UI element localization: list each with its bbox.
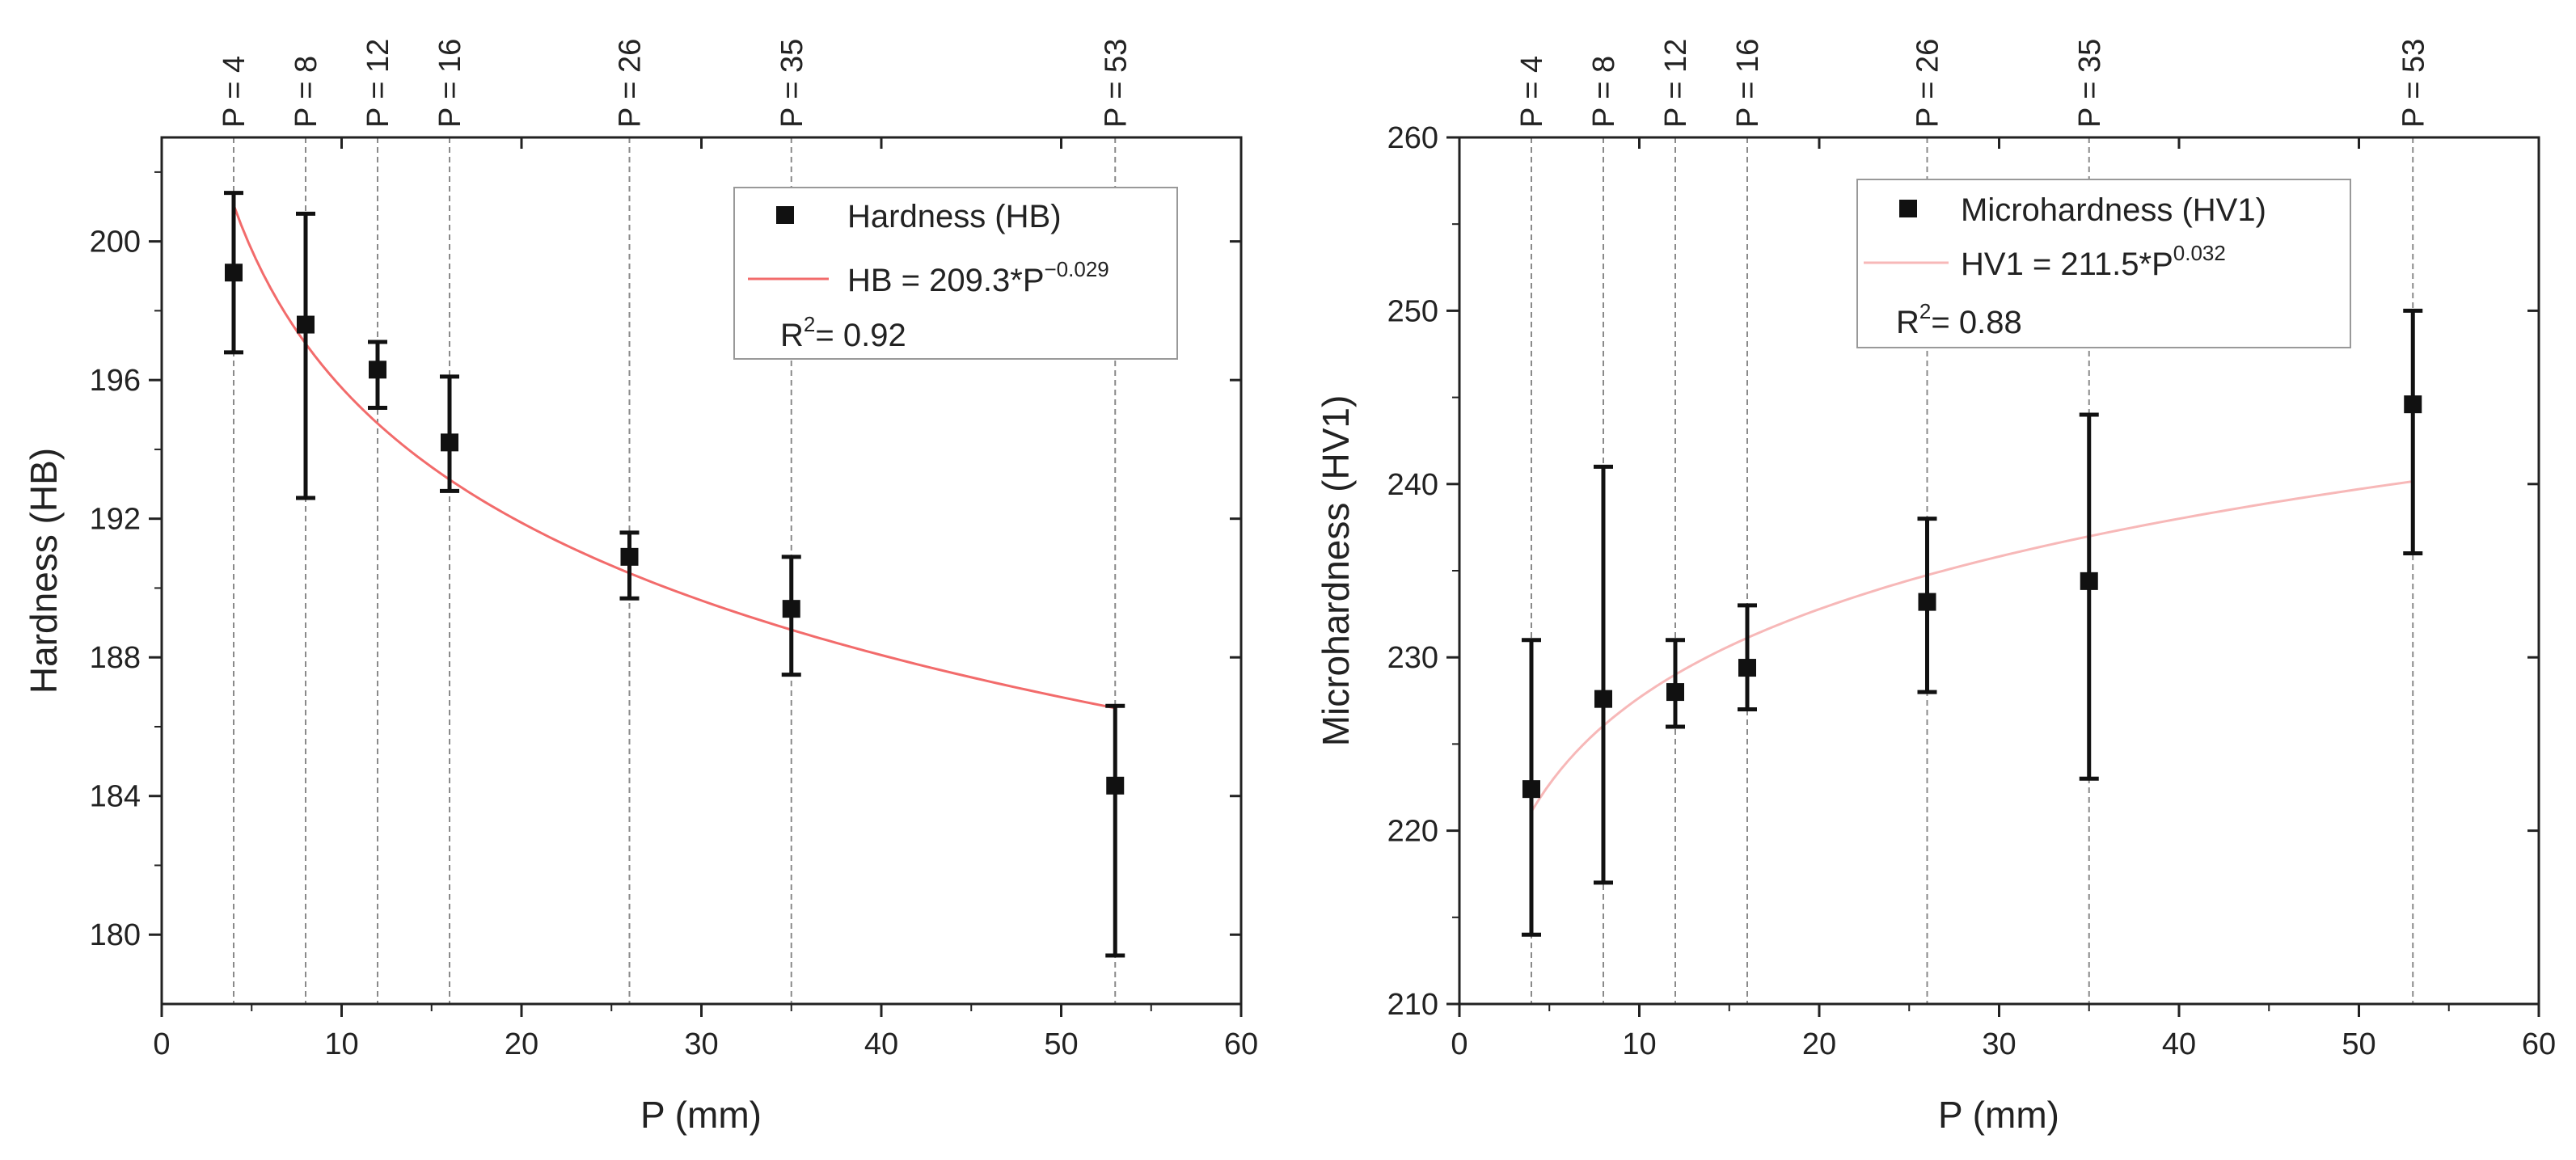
legend-r-squared: R2= 0.88 [1896, 299, 2022, 340]
reference-line-label: P = 8 [289, 56, 323, 128]
x-tick-label: 20 [505, 1027, 538, 1061]
x-tick-label: 60 [2522, 1027, 2556, 1061]
y-axis-title: Microhardness (HV1) [1315, 395, 1357, 747]
legend: Hardness (HB) HB = 209.3*P−0.029 R2= 0.9… [733, 187, 1178, 360]
reference-line-label: P = 35 [775, 39, 809, 128]
reference-lines: P = 4 P = 8 P = 12 P = 16 P = 26 P = 35 P = 53 [217, 39, 1133, 1004]
y-tick-label: 210 [1387, 988, 1438, 1022]
data-point [1918, 593, 1936, 611]
y-tick-label: 230 [1387, 641, 1438, 675]
legend: Microhardness (HV1) HV1 = 211.5*P0.032 R… [1856, 179, 2351, 348]
chart-left-hardness: P = 4 P = 8 P = 12 P = 16 P = 26 P = 35 P = 53… [23, 39, 1258, 1136]
x-tick-label: 40 [864, 1027, 898, 1061]
data-point [620, 547, 639, 566]
reference-line-label: P = 35 [2073, 39, 2107, 128]
x-tick-label: 10 [1622, 1027, 1656, 1061]
reference-line-label: P = 26 [614, 39, 648, 128]
y-tick-label: 196 [90, 364, 141, 398]
data-point [1594, 690, 1612, 708]
x-tick-label: 0 [153, 1027, 170, 1061]
x-tick-label: 0 [1451, 1027, 1467, 1061]
axis-ticks: 0 10 20 30 40 50 60 210 220 230 240 250 260 [1387, 121, 2557, 1061]
y-axis-title: Hardness (HB) [23, 448, 65, 694]
data-point [2404, 395, 2422, 414]
reference-lines: P = 4 P = 8 P = 12 P = 16 P = 26 P = 35 P = 53 [1515, 39, 2430, 1004]
y-tick-label: 188 [90, 641, 141, 675]
y-tick-label: 192 [90, 503, 141, 537]
legend-r-squared: R2= 0.92 [780, 312, 906, 353]
reference-line-label: P = 12 [1659, 39, 1693, 128]
data-point [1738, 659, 1756, 677]
data-point [782, 600, 800, 618]
y-tick-label: 200 [90, 226, 141, 259]
data-point [225, 264, 243, 282]
legend-series-label: Microhardness (HV1) [1961, 192, 2266, 228]
x-axis-title: P (mm) [640, 1094, 762, 1136]
legend-marker [1899, 200, 1917, 217]
chart-right-microhardness: P = 4 P = 8 P = 12 P = 16 P = 26 P = 35 P = 53… [1315, 39, 2556, 1136]
x-tick-label: 50 [1044, 1027, 1078, 1061]
fit-curve [232, 204, 1116, 710]
axis-ticks: 0 10 20 30 40 50 60 180 184 188 192 196 200 [90, 137, 1258, 1061]
data-point [1522, 780, 1540, 799]
data-point [369, 361, 386, 379]
x-tick-label: 20 [1802, 1027, 1836, 1061]
fit-curve-group [1530, 480, 2413, 812]
reference-line-label: P = 16 [1731, 39, 1765, 128]
fit-curve [1530, 480, 2413, 812]
reference-line-label: P = 53 [2397, 39, 2430, 128]
x-tick-label: 50 [2342, 1027, 2375, 1061]
x-tick-label: 60 [1224, 1027, 1258, 1061]
reference-line-label: P = 4 [1515, 56, 1549, 128]
y-tick-label: 220 [1387, 815, 1438, 849]
fit-curve-group [232, 204, 1116, 710]
data-point [2080, 572, 2098, 590]
data-points [1522, 308, 2423, 937]
reference-line-label: P = 8 [1587, 56, 1621, 128]
data-point [1666, 683, 1684, 702]
legend-box [733, 187, 1178, 360]
reference-line-label: P = 16 [433, 39, 467, 128]
legend-fit-equation: HB = 209.3*P−0.029 [847, 257, 1109, 298]
y-tick-label: 260 [1387, 121, 1438, 155]
data-point [297, 315, 315, 334]
data-points [224, 191, 1125, 958]
x-tick-label: 30 [1982, 1027, 2016, 1061]
y-tick-label: 184 [90, 780, 141, 814]
y-tick-label: 250 [1387, 294, 1438, 328]
reference-line-label: P = 12 [361, 39, 395, 128]
reference-line-label: P = 26 [1911, 39, 1945, 128]
x-tick-label: 10 [324, 1027, 358, 1061]
reference-line-label: P = 4 [217, 56, 251, 128]
legend-fit-equation: HV1 = 211.5*P0.032 [1961, 241, 2226, 282]
x-tick-label: 40 [2162, 1027, 2196, 1061]
data-point [441, 433, 458, 452]
reference-line-label: P = 53 [1099, 39, 1133, 128]
y-tick-label: 180 [90, 918, 141, 952]
legend-series-label: Hardness (HB) [847, 199, 1062, 234]
y-tick-label: 240 [1387, 468, 1438, 502]
x-tick-label: 30 [684, 1027, 718, 1061]
data-point [1106, 776, 1125, 795]
legend-marker [776, 206, 794, 224]
x-axis-title: P (mm) [1938, 1094, 2059, 1136]
